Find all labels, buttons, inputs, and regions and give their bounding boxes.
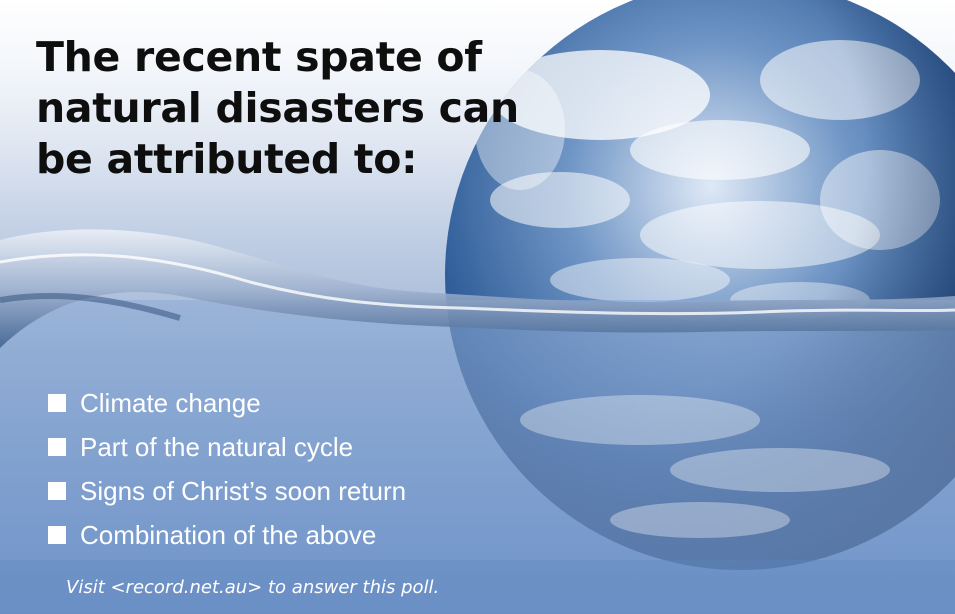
underwater-tint — [0, 300, 955, 614]
poll-option-label: Signs of Christ’s soon return — [80, 475, 407, 506]
poll-option-climate-change[interactable]: Climate change — [48, 381, 406, 425]
poll-question: The recent spate of natural disasters ca… — [36, 32, 519, 185]
poll-option-combination[interactable]: Combination of the above — [48, 513, 406, 557]
checkbox-square-icon[interactable] — [48, 482, 66, 500]
poll-option-christs-return[interactable]: Signs of Christ’s soon return — [48, 469, 406, 513]
poll-option-natural-cycle[interactable]: Part of the natural cycle — [48, 425, 406, 469]
checkbox-square-icon[interactable] — [48, 438, 66, 456]
water-surface — [0, 229, 955, 348]
poll-option-label: Part of the natural cycle — [80, 431, 354, 462]
checkbox-square-icon[interactable] — [48, 526, 66, 544]
poll-question-line: be attributed to: — [36, 135, 418, 183]
poll-options: Climate change Part of the natural cycle… — [48, 381, 406, 557]
poll-question-line: The recent spate of — [36, 33, 482, 81]
poll-option-label: Climate change — [80, 387, 261, 418]
poll-question-line: natural disasters can — [36, 84, 519, 132]
poll-option-label: Combination of the above — [80, 519, 377, 550]
poll-footnote: Visit <record.net.au> to answer this pol… — [66, 577, 440, 598]
checkbox-square-icon[interactable] — [48, 394, 66, 412]
